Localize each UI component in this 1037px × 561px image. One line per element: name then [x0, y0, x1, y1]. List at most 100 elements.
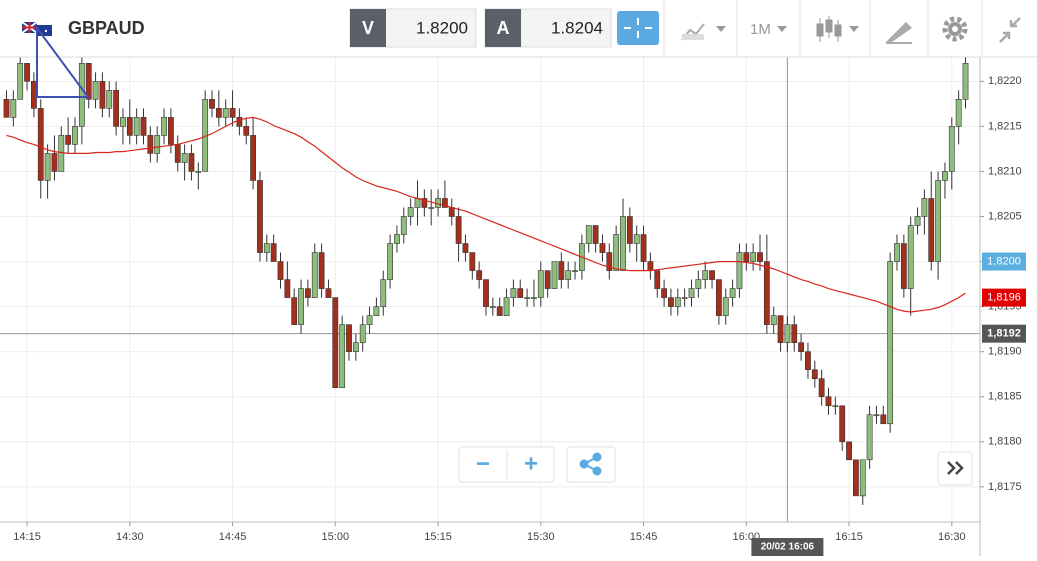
candle-body: [825, 396, 832, 407]
candle-body: [661, 288, 667, 298]
candle-body: [400, 216, 407, 235]
candle-body: [674, 297, 681, 307]
y-tick-label: 1,8210: [988, 165, 1022, 177]
candle-body: [688, 288, 695, 298]
drawn-triangle[interactable]: [36, 24, 90, 98]
x-tick-label: 14:45: [219, 531, 247, 543]
candle-body: [633, 234, 640, 244]
candle-body: [757, 252, 763, 262]
chart-type-button[interactable]: [681, 23, 726, 41]
candle-body: [640, 234, 647, 262]
x-tick-label: 16:15: [835, 531, 863, 543]
zoom-in-button[interactable]: +: [524, 450, 538, 477]
candle-body: [866, 414, 873, 461]
candle-body: [531, 297, 537, 299]
candle-body: [298, 288, 304, 325]
candle-body: [140, 117, 147, 136]
x-tick-label: 14:15: [13, 531, 41, 543]
candle-body: [832, 405, 839, 408]
candle-body: [743, 252, 750, 262]
crosshair-button[interactable]: [617, 11, 659, 45]
x-tick-label: 15:00: [322, 531, 350, 543]
candle-body: [455, 216, 462, 244]
bid-label: V: [362, 18, 374, 38]
y-tick-label: 1,8180: [988, 436, 1022, 448]
candle-body: [17, 63, 24, 100]
candle-body: [558, 261, 565, 280]
candle-body: [3, 99, 10, 118]
candle-body: [887, 261, 894, 425]
candle-body: [517, 288, 524, 298]
candle-body: [366, 315, 373, 325]
candle-body: [113, 90, 119, 127]
candle-body: [928, 198, 935, 262]
candle-body: [92, 81, 99, 100]
price-marker: [982, 252, 1026, 271]
candle-type-button[interactable]: [816, 16, 859, 42]
symbol: GBPAUD: [68, 18, 145, 38]
candle-body: [722, 297, 729, 316]
candle-body: [30, 81, 37, 109]
candle-body: [750, 252, 757, 262]
x-tick-label: 15:30: [527, 531, 555, 543]
ask-price: 1.8204: [551, 18, 603, 37]
candle-body: [215, 108, 222, 118]
candle-body: [229, 108, 236, 118]
x-tick-label: 16:30: [938, 531, 966, 543]
share-button[interactable]: [579, 452, 602, 476]
candle-body: [133, 117, 140, 136]
candle-body: [846, 441, 852, 461]
candle-body: [551, 261, 558, 289]
candle-body: [852, 459, 859, 497]
candle-body: [483, 279, 489, 307]
candle-body: [222, 108, 229, 118]
candle-body: [209, 99, 215, 109]
candle-body: [168, 117, 174, 145]
candle-body: [325, 288, 332, 298]
crosshair-price-box: [982, 324, 1026, 343]
price-marker-label: 1,8196: [987, 292, 1021, 304]
candle-body: [126, 117, 133, 136]
candle-body: [421, 198, 428, 208]
scroll-right-button[interactable]: [937, 451, 973, 486]
candle-body: [359, 324, 366, 343]
candle-body: [270, 243, 277, 262]
candle-body: [250, 135, 256, 181]
candle-body: [346, 324, 352, 352]
candle-body: [120, 117, 126, 127]
candle-body: [476, 270, 483, 280]
candle-body: [695, 279, 702, 289]
candle-body: [380, 279, 387, 307]
ask-label-box: [485, 9, 521, 47]
candle-body: [729, 288, 736, 298]
timeframe-button[interactable]: 1M: [750, 21, 771, 38]
candle-body: [702, 270, 709, 280]
collapse-button[interactable]: [999, 17, 1021, 43]
candle-body: [654, 270, 661, 289]
candle-body: [352, 342, 359, 352]
y-tick-label: 1,8190: [988, 346, 1022, 358]
bid-label-box: [350, 9, 386, 47]
candle-body: [291, 297, 298, 325]
candle-body: [914, 216, 921, 226]
candle-body: [811, 369, 818, 380]
candle-body: [195, 171, 202, 173]
drawing-tool-button[interactable]: [886, 22, 912, 44]
candle-body: [181, 153, 188, 163]
candle-body: [154, 135, 161, 154]
candle-body: [784, 324, 791, 343]
candle-body: [839, 405, 846, 443]
candle-body: [311, 252, 318, 298]
zoom-out-button[interactable]: −: [476, 450, 490, 477]
candle-body: [798, 342, 804, 352]
candle-body: [859, 459, 866, 497]
candle-body: [709, 270, 715, 280]
candle-body: [243, 126, 250, 136]
candle-body: [414, 198, 421, 208]
candle-body: [955, 99, 962, 127]
candle-body: [592, 225, 599, 244]
settings-button[interactable]: [942, 16, 968, 42]
candle-body: [24, 63, 30, 82]
candle-body: [736, 252, 743, 289]
